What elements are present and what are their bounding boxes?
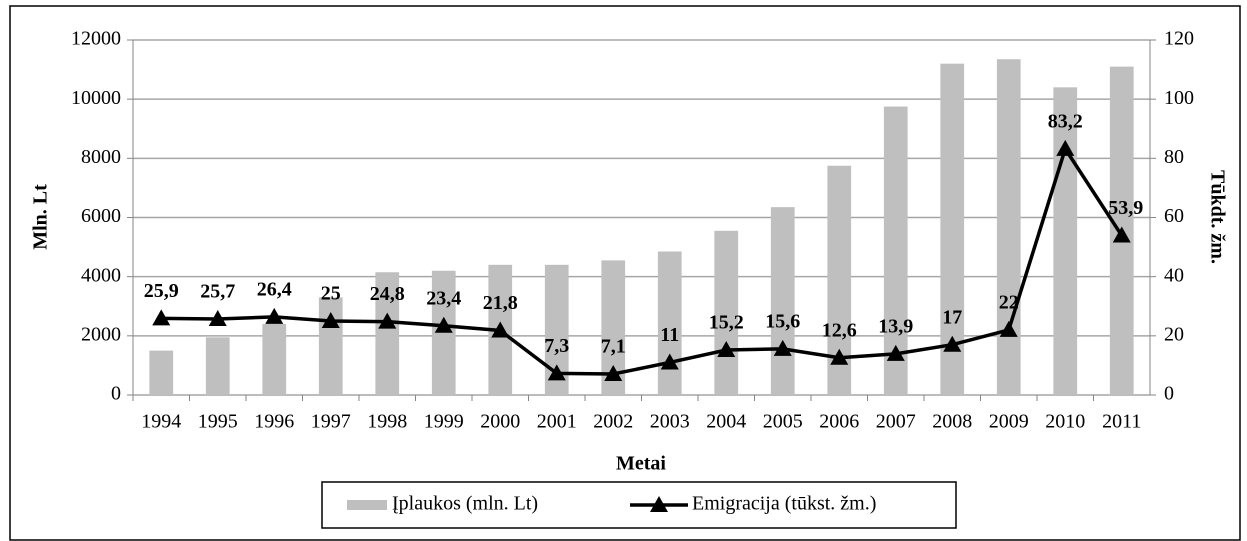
x-tick-label: 1995 [198,411,238,433]
data-label: 17 [942,306,962,328]
data-label: 15,6 [765,310,800,332]
x-tick-label: 2003 [650,411,690,433]
marker [943,335,962,352]
data-label: 15,2 [709,312,744,334]
y2-tick-label: 40 [1164,264,1184,286]
x-tick-label: 2002 [593,411,633,433]
x-tick-label: 2010 [1045,411,1085,433]
y-tick-label: 12000 [71,28,121,50]
data-label: 83,2 [1048,110,1083,132]
x-tick-label: 2008 [932,411,972,433]
data-label: 22 [999,292,1019,314]
x-tick-label: 2000 [480,411,520,433]
marker [208,309,227,326]
legend-marker [650,496,668,512]
x-tick-label: 2004 [706,411,746,433]
marker [886,344,905,361]
chart-border [9,5,1241,541]
line [161,144,1124,376]
x-tick-label: 1998 [367,411,407,433]
bar [1053,87,1078,395]
bar [657,251,682,395]
marker [491,321,510,338]
marker [547,364,566,381]
y2-tick-label: 20 [1164,323,1184,345]
x-axis-label: Metai [616,453,666,475]
marker [1056,139,1075,156]
marker [434,316,453,333]
marker [265,307,284,324]
y-axis-label: Mln. Lt [30,184,52,250]
x-tick-label: 1999 [424,411,464,433]
x-tick-label: 2006 [819,411,859,433]
x-tick-label: 2011 [1102,411,1141,433]
x-tick-label: 1997 [311,411,351,433]
legend-box [321,481,957,529]
y-tick-label: 10000 [71,87,121,109]
data-label: 7,1 [601,336,626,358]
data-label: 23,4 [426,287,461,309]
y2-tick-label: 60 [1164,205,1184,227]
bar [883,106,908,395]
y-tick-label: 2000 [81,323,121,345]
marker [378,312,397,329]
data-label: 11 [660,324,679,346]
y-tick-label: 6000 [81,205,121,227]
bar [205,337,230,395]
marker [830,348,849,365]
x-tick-label: 2009 [989,411,1029,433]
data-label: 25,9 [144,280,179,302]
y-tick-label: 8000 [81,146,121,168]
data-label: 25,7 [200,281,235,303]
y-tick-label: 0 [111,383,121,405]
data-label: 25 [321,283,341,305]
data-label: 12,6 [822,319,857,341]
data-label: 24,8 [370,283,405,305]
x-tick-label: 2001 [537,411,577,433]
bar [940,63,965,396]
legend-swatch [347,500,387,510]
bar [996,59,1021,396]
data-label: 13,9 [878,315,913,337]
marker [773,339,792,356]
bar [544,264,569,395]
legend-label: Įplaukos (mln. Lt) [392,493,538,515]
x-tick-label: 2005 [763,411,803,433]
marker [1112,226,1131,243]
marker [660,353,679,370]
bar [827,165,852,395]
x-tick-label: 1994 [141,411,181,433]
bar [318,297,343,395]
bar [375,272,400,395]
y-tick-label: 4000 [81,264,121,286]
marker [152,309,171,326]
marker [604,364,623,381]
marker [321,312,340,329]
marker [717,341,736,358]
bar [262,324,287,395]
bar [431,270,456,395]
bar [601,260,626,395]
data-label: 26,4 [257,278,292,300]
x-tick-label: 1996 [254,411,294,433]
y2-tick-label: 0 [1164,383,1174,405]
y2-axis-label: Tūkdt. žm. [1206,170,1228,264]
x-tick-label: 2007 [876,411,916,433]
marker [999,320,1018,337]
y2-tick-label: 100 [1164,87,1194,109]
bar [149,350,174,395]
data-label: 7,3 [544,335,569,357]
y2-tick-label: 80 [1164,146,1184,168]
bar [770,207,795,395]
legend-label: Emigracija (tūkst. žm.) [692,493,876,515]
data-label: 21,8 [483,292,518,314]
y2-tick-label: 120 [1164,28,1194,50]
data-label: 53,9 [1108,197,1143,219]
